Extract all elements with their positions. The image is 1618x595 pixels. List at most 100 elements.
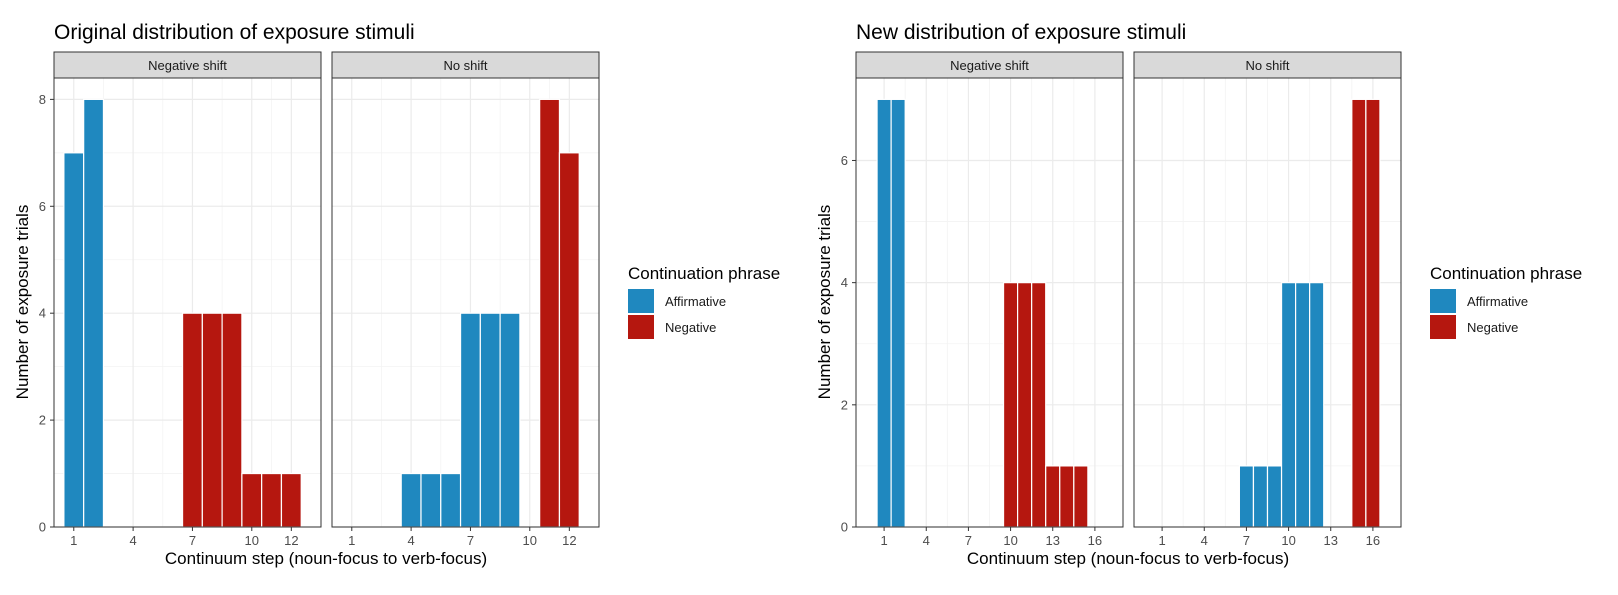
x-axis-title: Continuum step (noun-focus to verb-focus… <box>165 549 487 568</box>
bar-negative <box>1045 465 1061 528</box>
bar-negative <box>1002 282 1019 528</box>
y-tick-label: 6 <box>39 199 46 214</box>
y-tick-label: 8 <box>39 92 46 107</box>
x-tick-label: 12 <box>562 533 576 548</box>
facet-panel: Negative shift 1 4 7 10 12 0 2 4 6 8 <box>39 51 322 548</box>
facet-panel: No shift 1 4 7 10 13 16 <box>1133 51 1402 548</box>
x-tick-label: 10 <box>523 533 537 548</box>
facet-strip <box>1133 51 1402 79</box>
facet-panel: Negative shift 1 4 7 10 13 16 0 2 4 6 <box>841 51 1124 548</box>
bar-negative <box>558 152 580 528</box>
x-tick-label: 16 <box>1088 533 1102 548</box>
bar-negative <box>241 472 263 528</box>
bar-negative <box>539 98 561 528</box>
y-axis-title: Number of exposure trials <box>815 205 834 400</box>
y-tick-label: 6 <box>841 153 848 168</box>
legend-label: Affirmative <box>665 294 726 309</box>
x-tick-label: 16 <box>1366 533 1380 548</box>
y-tick-label: 0 <box>39 520 46 535</box>
chart-title: New distribution of exposure stimuli <box>856 21 1186 44</box>
bar-negative <box>280 472 302 528</box>
bar-negative <box>181 312 203 528</box>
x-tick-label: 12 <box>284 533 298 548</box>
bar-affirmative <box>400 472 422 528</box>
chart-1: Original distribution of exposure stimul… <box>13 21 780 568</box>
legend-key-affirmative <box>628 289 654 313</box>
legend-key-affirmative <box>1430 289 1456 313</box>
legend: Continuation phrase Affirmative Negative <box>1430 264 1582 339</box>
chart-title: Original distribution of exposure stimul… <box>54 21 415 44</box>
facet-label: No shift <box>1245 58 1289 73</box>
x-tick-label: 1 <box>348 533 355 548</box>
facet-label: Negative shift <box>148 58 227 73</box>
legend-title: Continuation phrase <box>628 264 780 283</box>
x-tick-label: 7 <box>189 533 196 548</box>
x-tick-label: 10 <box>1281 533 1295 548</box>
x-tick-label: 4 <box>1201 533 1208 548</box>
bar-affirmative <box>890 98 906 528</box>
legend-label: Negative <box>665 320 716 335</box>
facet-strip <box>53 51 322 79</box>
facet-panel: No shift 1 4 7 10 12 <box>331 51 600 548</box>
bar-affirmative <box>499 312 521 528</box>
panel-border <box>53 77 322 528</box>
x-tick-label: 7 <box>965 533 972 548</box>
bar-negative <box>1351 98 1367 528</box>
legend: Continuation phrase Affirmative Negative <box>628 264 780 339</box>
bar-affirmative <box>1309 282 1325 528</box>
bar-affirmative <box>459 312 481 528</box>
panel-border <box>331 77 600 528</box>
y-tick-label: 2 <box>841 397 848 412</box>
bar-negative <box>1031 282 1047 528</box>
x-tick-label: 10 <box>245 533 259 548</box>
facet-label: Negative shift <box>950 58 1029 73</box>
bar-negative <box>201 312 223 528</box>
panel-border <box>1133 77 1402 528</box>
facet-strip <box>855 51 1124 79</box>
y-axis-title: Number of exposure trials <box>13 205 32 400</box>
y-tick-label: 0 <box>841 520 848 535</box>
chart-2: New distribution of exposure stimuli Nega… <box>815 21 1582 568</box>
x-tick-label: 1 <box>880 533 887 548</box>
bar-affirmative <box>1238 465 1255 528</box>
x-axis-title: Continuum step (noun-focus to verb-focus… <box>967 549 1289 568</box>
x-tick-label: 1 <box>70 533 77 548</box>
y-tick-label: 4 <box>39 306 46 321</box>
bar-affirmative <box>876 98 892 528</box>
x-tick-label: 4 <box>407 533 414 548</box>
bar-affirmative <box>83 98 105 528</box>
x-tick-label: 4 <box>923 533 930 548</box>
bar-affirmative <box>1266 465 1283 528</box>
bar-negative <box>1059 465 1075 528</box>
legend-label: Negative <box>1467 320 1518 335</box>
legend-key-negative <box>628 315 654 339</box>
legend-key-negative <box>1430 315 1456 339</box>
legend-title: Continuation phrase <box>1430 264 1582 283</box>
x-tick-label: 10 <box>1003 533 1017 548</box>
legend-label: Affirmative <box>1467 294 1528 309</box>
bar-affirmative <box>440 472 462 528</box>
y-tick-label: 2 <box>39 413 46 428</box>
bar-affirmative <box>1295 282 1311 528</box>
y-tick-label: 4 <box>841 275 848 290</box>
x-tick-label: 13 <box>1046 533 1060 548</box>
bar-affirmative <box>1280 282 1297 528</box>
x-tick-label: 7 <box>1243 533 1250 548</box>
x-tick-label: 13 <box>1324 533 1338 548</box>
bar-negative <box>1017 282 1033 528</box>
bar-negative <box>1073 465 1089 528</box>
x-tick-label: 1 <box>1158 533 1165 548</box>
x-tick-label: 4 <box>129 533 136 548</box>
bar-affirmative <box>1252 465 1269 528</box>
x-tick-label: 7 <box>467 533 474 548</box>
bar-negative <box>221 312 243 528</box>
bar-affirmative <box>63 152 85 528</box>
bar-negative <box>261 472 283 528</box>
panel-border <box>855 77 1124 528</box>
bar-negative <box>1365 98 1381 528</box>
bar-affirmative <box>420 472 442 528</box>
facet-label: No shift <box>443 58 487 73</box>
bar-affirmative <box>479 312 501 528</box>
